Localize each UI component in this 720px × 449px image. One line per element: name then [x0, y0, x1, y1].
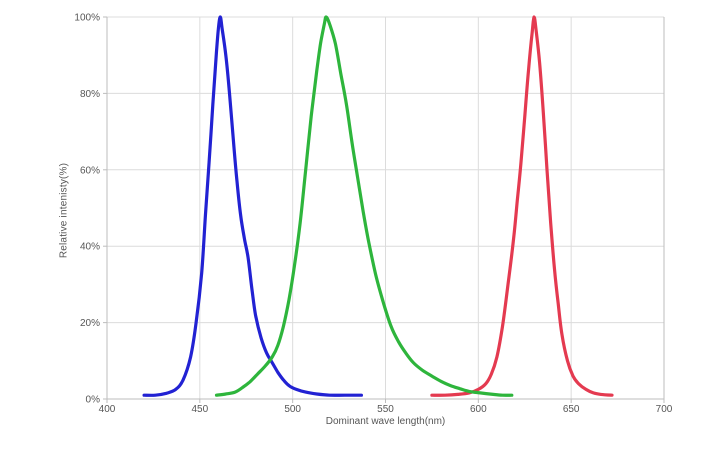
y-tick-label: 0% [86, 395, 101, 406]
x-tick-label: 400 [99, 404, 116, 415]
y-tick-label: 100% [74, 13, 100, 24]
y-tick-label: 80% [80, 89, 100, 100]
x-tick-label: 450 [191, 404, 208, 415]
series-curve-red-led-peak [430, 15, 614, 397]
y-axis-title: Relative intenisty(%) [58, 162, 70, 259]
x-tick-label: 550 [377, 404, 394, 415]
series-curve-blue-led-peak [142, 15, 363, 397]
series-curve-green-led-peak [214, 15, 514, 397]
y-tick-label: 40% [80, 242, 100, 253]
x-tick-label: 500 [284, 404, 301, 415]
x-tick-label: 650 [563, 404, 580, 415]
x-axis-title: Dominant wave length(nm) [325, 416, 446, 427]
y-tick-label: 20% [80, 318, 100, 329]
x-tick-label: 600 [470, 404, 487, 415]
x-tick-label: 700 [656, 404, 673, 415]
y-tick-label: 60% [80, 165, 100, 176]
